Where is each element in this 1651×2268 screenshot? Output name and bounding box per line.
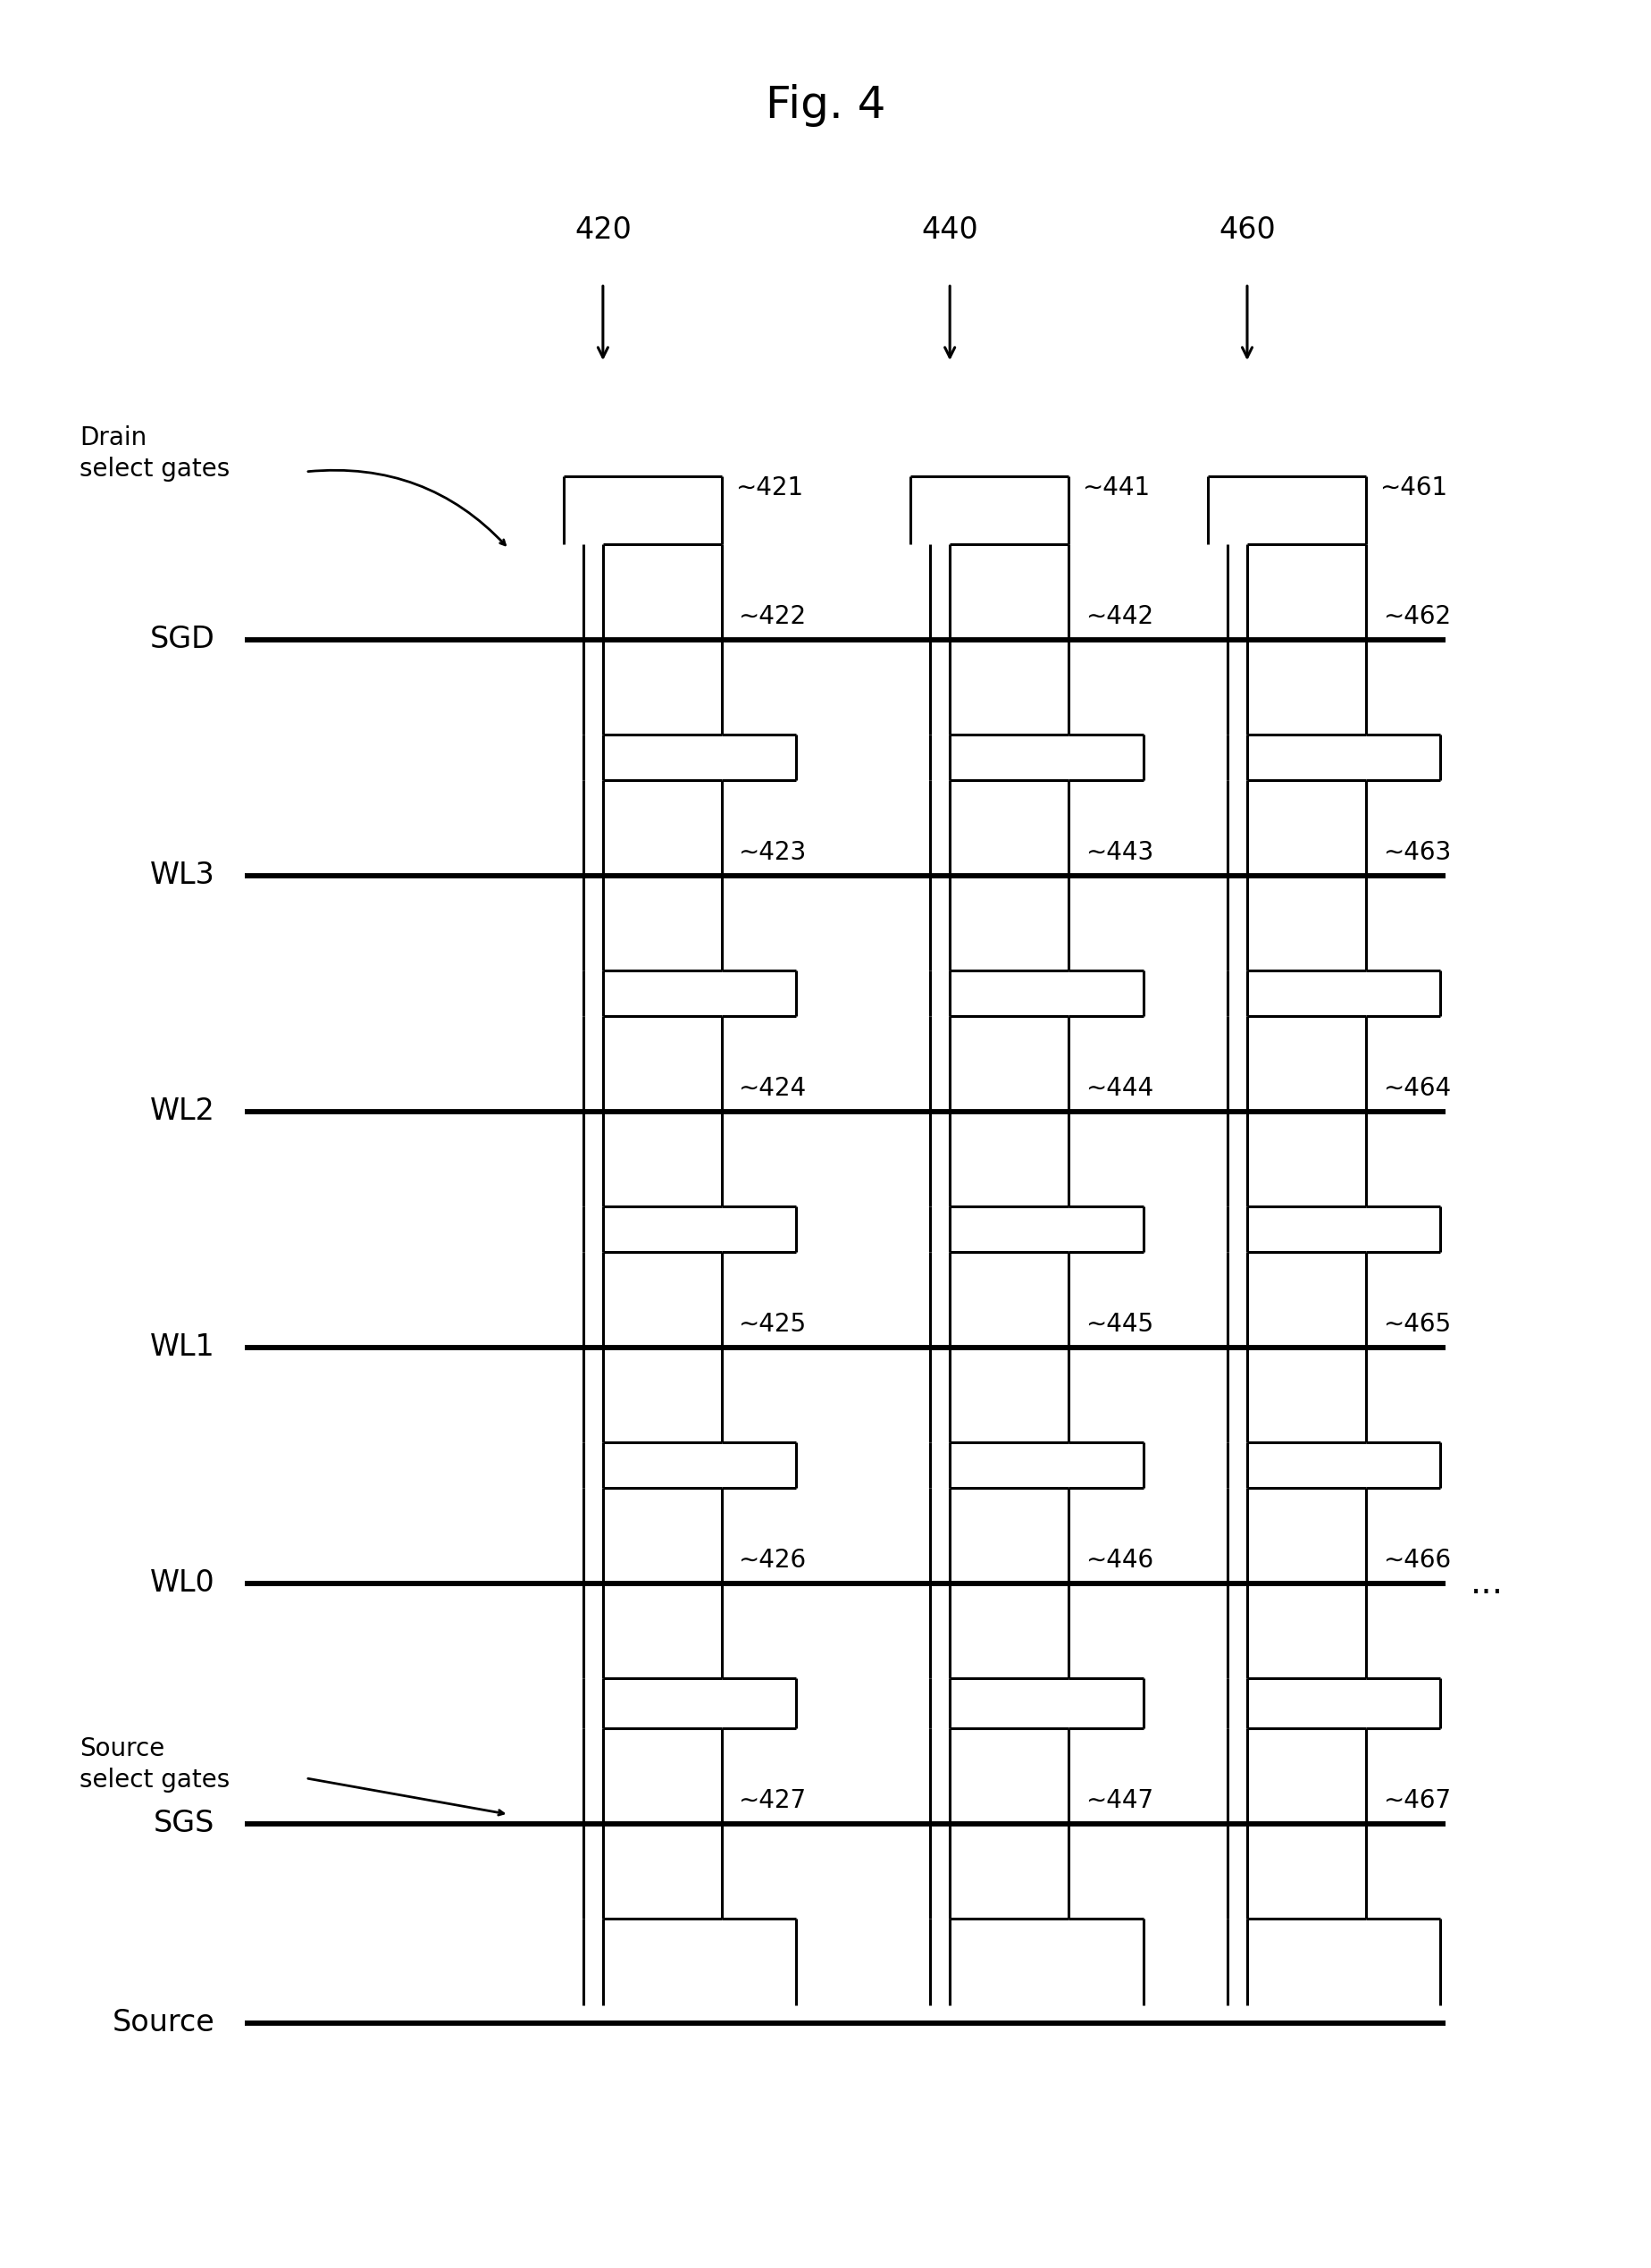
Text: WL3: WL3 [150,860,215,891]
Text: ∼426: ∼426 [738,1547,806,1574]
Text: 420: 420 [575,215,631,245]
Text: ∼441: ∼441 [1081,474,1149,501]
Text: ∼423: ∼423 [738,839,806,866]
Text: Drain
select gates: Drain select gates [79,424,229,483]
Text: ∼427: ∼427 [738,1787,806,1814]
Text: WL0: WL0 [150,1567,215,1599]
Text: SGD: SGD [150,624,215,655]
Text: Source
select gates: Source select gates [79,1735,229,1794]
Text: ∼442: ∼442 [1085,603,1152,631]
Text: ∼424: ∼424 [738,1075,806,1102]
Text: ∼444: ∼444 [1085,1075,1152,1102]
Text: ∼467: ∼467 [1382,1787,1450,1814]
Text: ∼425: ∼425 [738,1311,806,1338]
Text: WL1: WL1 [150,1331,215,1363]
Text: ∼461: ∼461 [1379,474,1446,501]
Text: ∼447: ∼447 [1085,1787,1152,1814]
Text: ∼445: ∼445 [1085,1311,1152,1338]
Text: SGS: SGS [154,1808,215,1839]
Text: 460: 460 [1218,215,1275,245]
Text: WL2: WL2 [150,1095,215,1127]
Text: ∼446: ∼446 [1085,1547,1152,1574]
Text: ∼465: ∼465 [1382,1311,1450,1338]
Text: Fig. 4: Fig. 4 [766,84,885,127]
Text: ∼466: ∼466 [1382,1547,1450,1574]
Text: ∼422: ∼422 [738,603,806,631]
Text: ∼464: ∼464 [1382,1075,1450,1102]
Text: ∼443: ∼443 [1085,839,1152,866]
Text: ∼462: ∼462 [1382,603,1450,631]
Text: ∼421: ∼421 [735,474,802,501]
Text: ∼463: ∼463 [1382,839,1450,866]
Text: ...: ... [1469,1567,1502,1599]
Text: 440: 440 [921,215,977,245]
Text: Source: Source [112,2007,215,2039]
